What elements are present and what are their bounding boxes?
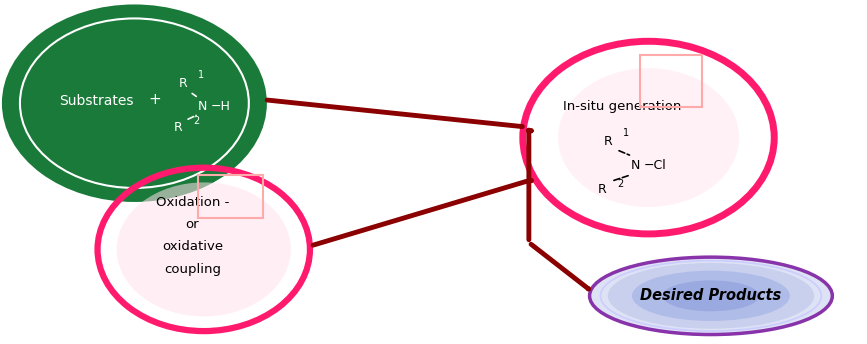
Text: 1: 1 bbox=[198, 70, 204, 80]
Text: coupling: coupling bbox=[164, 263, 221, 276]
Ellipse shape bbox=[558, 68, 739, 207]
Bar bbox=[198, 175, 263, 218]
Text: N: N bbox=[631, 159, 641, 172]
Text: −Cl: −Cl bbox=[644, 159, 667, 172]
Ellipse shape bbox=[117, 182, 290, 316]
Text: oxidative: oxidative bbox=[162, 240, 223, 253]
Bar bbox=[640, 55, 702, 107]
Text: N: N bbox=[198, 100, 207, 113]
Ellipse shape bbox=[4, 7, 264, 200]
Text: Substrates: Substrates bbox=[59, 95, 134, 108]
Ellipse shape bbox=[632, 271, 790, 321]
Text: R: R bbox=[603, 135, 612, 148]
Text: Desired Products: Desired Products bbox=[641, 288, 781, 303]
Text: Oxidation -: Oxidation - bbox=[156, 196, 229, 208]
Text: R: R bbox=[598, 183, 607, 196]
Ellipse shape bbox=[608, 263, 814, 329]
Text: 2: 2 bbox=[617, 179, 623, 189]
Text: R: R bbox=[174, 121, 183, 135]
Text: 2: 2 bbox=[193, 116, 199, 126]
Text: +: + bbox=[148, 92, 160, 107]
Text: or: or bbox=[186, 218, 199, 231]
Text: R: R bbox=[179, 77, 187, 90]
Text: −H: −H bbox=[211, 100, 231, 113]
Ellipse shape bbox=[590, 257, 832, 334]
Ellipse shape bbox=[662, 280, 759, 311]
Text: 1: 1 bbox=[623, 128, 629, 138]
Text: In-situ generation: In-situ generation bbox=[564, 100, 681, 113]
